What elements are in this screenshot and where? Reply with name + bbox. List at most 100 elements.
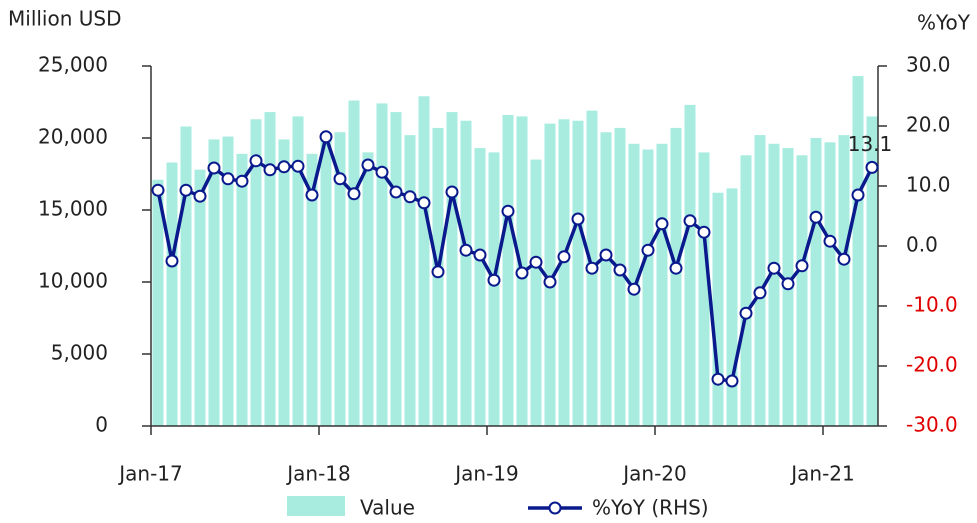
bar: [348, 100, 360, 426]
y-tick-label: 10,000: [38, 269, 108, 293]
bar: [306, 153, 318, 426]
marker: [725, 374, 739, 388]
marker: [711, 372, 725, 386]
bar: [222, 136, 234, 426]
bar: [852, 76, 864, 426]
x-tick-label: Jan-19: [453, 462, 519, 486]
marker: [151, 183, 165, 197]
bar: [460, 120, 472, 426]
bar: [502, 114, 514, 427]
marker: [823, 234, 837, 248]
y2-tick-label: 20.0: [906, 113, 951, 137]
marker: [263, 163, 277, 177]
y-tick-label: 0: [95, 413, 108, 437]
bar: [180, 126, 192, 426]
marker: [809, 210, 823, 224]
marker: [697, 225, 711, 239]
bar: [754, 135, 766, 426]
marker: [235, 174, 249, 188]
bar: [824, 142, 836, 426]
marker: [347, 187, 361, 201]
bar: [236, 153, 248, 426]
legend-label: Value: [360, 496, 415, 520]
bar: [656, 143, 668, 426]
marker: [249, 154, 263, 168]
y2-tick-label: -20.0: [906, 353, 958, 377]
marker: [529, 255, 543, 269]
marker: [389, 185, 403, 199]
y-axis-label: Million USD: [8, 7, 122, 31]
bar: [474, 148, 486, 426]
marker: [683, 214, 697, 228]
marker: [613, 263, 627, 277]
marker: [291, 159, 305, 173]
marker: [851, 188, 865, 202]
y2-tick-label: -30.0: [906, 413, 958, 437]
marker: [795, 259, 809, 273]
marker: [333, 172, 347, 186]
bar: [670, 127, 682, 427]
y2-tick-label: 10.0: [906, 173, 951, 197]
bar: [712, 192, 724, 426]
marker: [319, 130, 333, 144]
marker: [781, 277, 795, 291]
marker: [515, 266, 529, 280]
bar: [264, 112, 276, 426]
bar: [740, 155, 752, 426]
y-tick-label: 15,000: [38, 197, 108, 221]
legend-marker: [548, 501, 562, 515]
bar: [726, 188, 738, 426]
bar: [684, 104, 696, 426]
bar: [446, 112, 458, 426]
bar: [376, 103, 388, 426]
x-tick-label: Jan-18: [285, 462, 351, 486]
marker: [277, 160, 291, 174]
marker: [865, 160, 879, 174]
bar: [194, 169, 206, 426]
marker: [599, 248, 613, 262]
bar: [362, 152, 374, 426]
marker: [473, 248, 487, 262]
bar: [698, 152, 710, 426]
bar: [866, 116, 878, 427]
marker: [431, 265, 445, 279]
bar: [320, 138, 332, 426]
bar: [838, 135, 850, 426]
bar: [642, 149, 654, 426]
marker: [445, 185, 459, 199]
marker: [221, 172, 235, 186]
line: [156, 130, 874, 383]
bar: [768, 143, 780, 426]
bar: [292, 116, 304, 427]
marker: [207, 161, 221, 175]
y-tick-label: 5,000: [51, 341, 108, 365]
bar: [544, 123, 556, 426]
marker: [375, 165, 389, 179]
marker: [837, 252, 851, 266]
bar: [166, 162, 178, 427]
marker: [417, 196, 431, 210]
data-label: 13.1: [848, 132, 893, 156]
x-tick-label: Jan-17: [117, 462, 183, 486]
marker: [767, 261, 781, 275]
bar: [418, 96, 430, 427]
bar: [404, 135, 416, 426]
marker: [641, 243, 655, 257]
marker: [193, 189, 207, 203]
y-tick-label: 25,000: [38, 53, 108, 77]
marker: [557, 250, 571, 264]
marker: [571, 212, 585, 226]
marker: [361, 158, 375, 172]
marker: [165, 254, 179, 268]
bar: [152, 179, 164, 426]
y-tick-label: 20,000: [38, 125, 108, 149]
marker: [179, 183, 193, 197]
bar: [796, 155, 808, 426]
y2-tick-label: -10.0: [906, 293, 958, 317]
bar: [558, 119, 570, 426]
marker: [655, 217, 669, 231]
bar: [530, 159, 542, 426]
marker: [753, 286, 767, 300]
marker: [501, 204, 515, 218]
bar: [390, 112, 402, 426]
